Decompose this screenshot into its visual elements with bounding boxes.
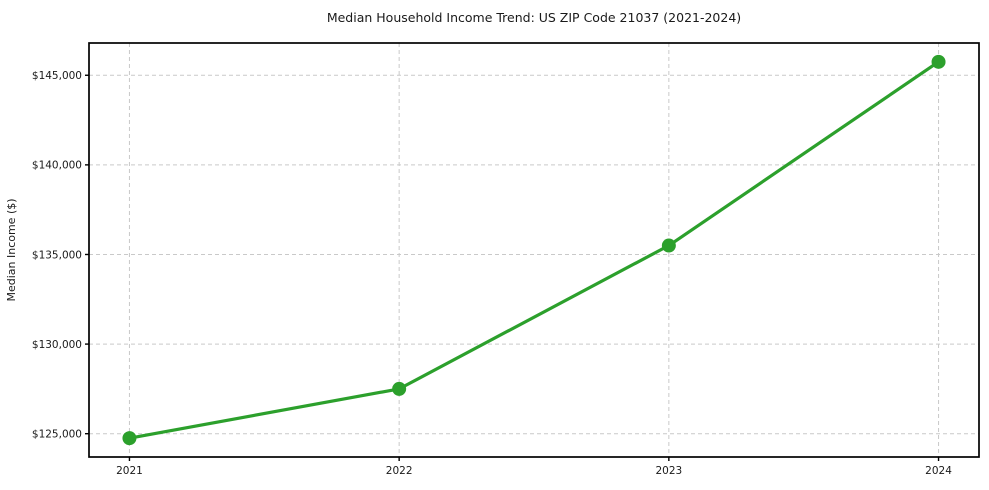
y-tick-label: $145,000 bbox=[32, 70, 82, 82]
y-tick-label: $125,000 bbox=[32, 429, 82, 441]
y-axis-label: Median Income ($) bbox=[5, 198, 18, 301]
plot-border bbox=[88, 42, 980, 458]
x-tick-label: 2024 bbox=[925, 465, 952, 477]
data-point-marker bbox=[122, 431, 137, 446]
gridlines-layer bbox=[89, 43, 979, 457]
data-point-marker bbox=[661, 238, 676, 253]
ticks-layer: 2021 2022 2023 2024 $125,000 $130,000 $135,000… bbox=[32, 70, 952, 477]
trend-line bbox=[127, 60, 941, 440]
y-tick-label: $135,000 bbox=[32, 249, 82, 261]
x-tick-label: 2023 bbox=[655, 465, 682, 477]
data-point-marker bbox=[931, 54, 946, 69]
data-point-marker bbox=[392, 381, 407, 396]
x-tick-label: 2021 bbox=[116, 465, 143, 477]
chart-title: Median Household Income Trend: US ZIP Co… bbox=[327, 10, 741, 25]
y-tick-label: $140,000 bbox=[32, 160, 82, 172]
y-tick-label: $130,000 bbox=[32, 339, 82, 351]
x-tick-label: 2022 bbox=[386, 465, 413, 477]
series-layer bbox=[122, 54, 946, 446]
